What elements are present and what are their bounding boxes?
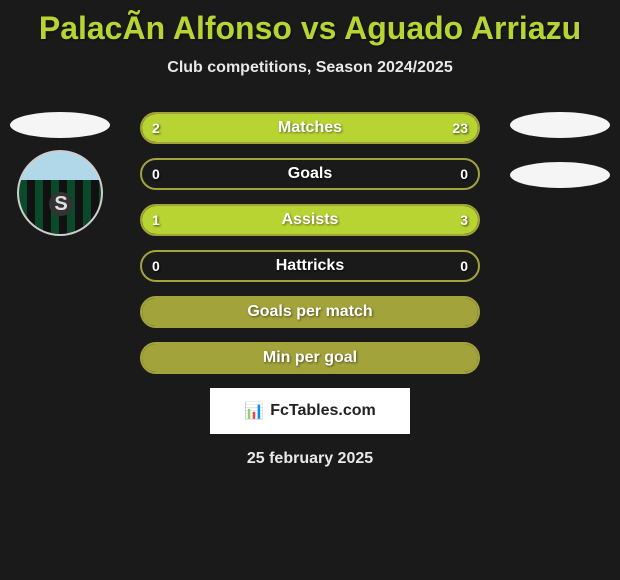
badge-placeholder-icon <box>10 112 110 138</box>
stat-bar: Min per goal <box>140 342 480 374</box>
stat-value-left: 0 <box>152 166 160 182</box>
comparison-content: S Matches223Goals00Assists13Hattricks00G… <box>0 112 620 374</box>
badge-placeholder-icon <box>510 162 610 188</box>
stat-bars: Matches223Goals00Assists13Hattricks00Goa… <box>140 112 480 374</box>
stat-label: Hattricks <box>142 257 478 275</box>
player-left-badges: S <box>10 112 110 236</box>
stat-label: Goals per match <box>142 303 478 321</box>
subtitle: Club competitions, Season 2024/2025 <box>0 59 620 77</box>
chart-icon: 📊 <box>244 401 264 421</box>
stat-value-right: 0 <box>460 166 468 182</box>
stat-label: Goals <box>142 165 478 183</box>
stat-value-left: 0 <box>152 258 160 274</box>
stat-bar: Goals0 0 <box>140 158 480 190</box>
footer-date: 25 february 2025 <box>0 450 620 468</box>
badge-placeholder-icon <box>510 112 610 138</box>
stat-value-right: 23 <box>452 120 468 136</box>
stat-bar: Hattricks0 0 <box>140 250 480 282</box>
stat-label: Min per goal <box>142 349 478 367</box>
brand-label: FcTables.com <box>270 402 376 420</box>
stat-value-right: 0 <box>460 258 468 274</box>
stat-value-left: 1 <box>152 212 160 228</box>
stat-bar: Assists1 3 <box>140 204 480 236</box>
stat-value-right: 3 <box>460 212 468 228</box>
stat-value-left: 2 <box>152 120 160 136</box>
brand-footer[interactable]: 📊 FcTables.com <box>210 388 410 434</box>
stat-label: Assists <box>142 211 478 229</box>
page-title: PalacÃ­n Alfonso vs Aguado Arriazu <box>0 0 620 47</box>
stat-bar: Goals per match <box>140 296 480 328</box>
stat-label: Matches <box>142 119 478 137</box>
club-badge-icon: S <box>17 150 103 236</box>
player-right-badges <box>510 112 610 188</box>
stat-bar: Matches2 23 <box>140 112 480 144</box>
